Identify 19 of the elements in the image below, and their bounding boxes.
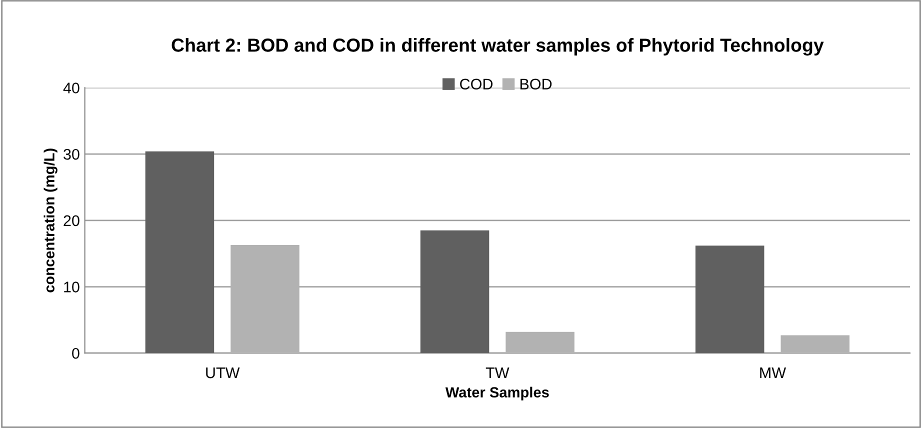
bar bbox=[230, 244, 300, 354]
bar bbox=[780, 335, 850, 354]
legend-label: BOD bbox=[520, 78, 552, 90]
x-tick-label: TW bbox=[486, 368, 510, 378]
y-tick-label: 40 bbox=[63, 82, 80, 94]
bar bbox=[695, 246, 764, 354]
x-tick-label: MW bbox=[760, 368, 786, 378]
y-axis-title: concentration (mg/L) bbox=[44, 148, 58, 292]
bar bbox=[506, 332, 574, 354]
chart-title: Chart 2: BOD and COD in different water samples of Phytorid Technology bbox=[172, 38, 824, 56]
bar bbox=[420, 230, 490, 354]
y-tick-label: 0 bbox=[72, 348, 80, 359]
y-tick-label: 20 bbox=[64, 215, 80, 226]
x-tick-label: UTW bbox=[206, 368, 240, 378]
y-tick-label: 10 bbox=[64, 282, 80, 292]
y-tick-label: 30 bbox=[64, 148, 80, 160]
x-axis-title: Water Samples bbox=[445, 386, 549, 400]
bar bbox=[145, 151, 214, 354]
legend-label: COD bbox=[460, 78, 493, 90]
